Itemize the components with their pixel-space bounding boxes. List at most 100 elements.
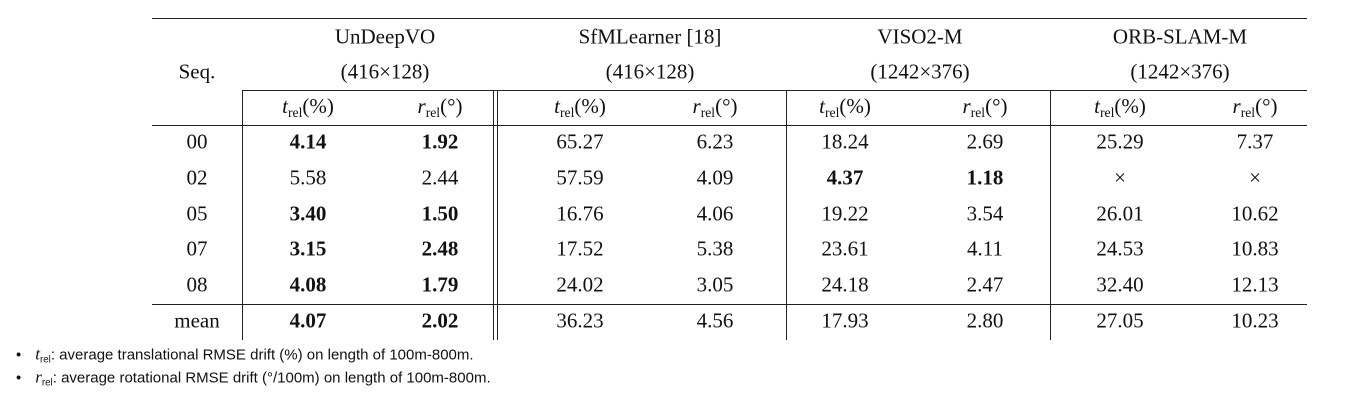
column-rule	[786, 90, 787, 340]
table-cell: 25.29	[1096, 129, 1144, 154]
group-resolution: (416×128)	[605, 59, 695, 84]
group-resolution: (1242×376)	[870, 59, 970, 84]
rule	[152, 18, 1307, 19]
group-resolution: (416×128)	[340, 59, 430, 84]
metric-unit: (°)	[985, 94, 1008, 119]
note-subscript: rel	[41, 377, 53, 389]
table-cell: 4.11	[967, 236, 1003, 261]
group-resolution: (1242×376)	[1130, 59, 1230, 84]
table-cell: ×	[1114, 165, 1126, 190]
table-cell: 10.83	[1231, 236, 1279, 261]
table-cell: 18.24	[821, 129, 869, 154]
metric-subscript: rel	[425, 105, 441, 121]
table-cell: 1.92	[421, 129, 459, 154]
table-cell: 3.15	[289, 236, 327, 261]
metric-unit: (%)	[574, 94, 606, 119]
metric-header: trel(%)	[819, 96, 871, 120]
table-cell: 4.06	[696, 201, 734, 226]
table-cell: 4.07	[289, 308, 327, 333]
table-cell: 24.18	[821, 272, 869, 297]
table-cell: 1.79	[421, 272, 459, 297]
table-cell: 17.93	[821, 308, 869, 333]
table-cell: 12.13	[1231, 272, 1279, 297]
note-text: : average rotational RMSE drift (°/100m)…	[52, 369, 491, 387]
metric-unit: (%)	[839, 94, 871, 119]
table-cell: 5.58	[289, 165, 327, 190]
metric-subscript: rel	[559, 105, 575, 121]
note-subscript: rel	[40, 354, 51, 366]
column-rule	[1050, 90, 1051, 340]
metric-symbol: t	[819, 94, 825, 119]
metric-unit: (°)	[440, 94, 463, 119]
table-cell: 4.56	[696, 308, 734, 333]
metric-unit: (%)	[1114, 94, 1146, 119]
metric-symbol: t	[1094, 94, 1100, 119]
note-symbol: t	[35, 344, 40, 364]
table-cell: 2.44	[421, 165, 459, 190]
metric-header: rrel(°)	[693, 96, 738, 120]
table-cell: 57.59	[556, 165, 604, 190]
table-cell: 4.14	[289, 129, 327, 154]
table-cell: 6.23	[696, 129, 734, 154]
table-cell: 1.50	[421, 201, 459, 226]
column-rule	[493, 90, 494, 340]
metric-header: trel(%)	[554, 96, 606, 120]
table-cell: 2.69	[966, 129, 1004, 154]
bullet: •	[16, 369, 22, 387]
metric-header: trel(%)	[1094, 96, 1146, 120]
metric-symbol: r	[417, 94, 426, 119]
metric-unit: (°)	[1255, 94, 1278, 119]
rule	[152, 304, 1307, 305]
table-cell: 4.09	[696, 165, 734, 190]
table-cell: 16.76	[556, 201, 604, 226]
metric-subscript: rel	[1099, 105, 1115, 121]
seq-label: 00	[186, 129, 208, 154]
column-rule	[497, 90, 498, 340]
metric-unit: (%)	[302, 94, 334, 119]
table-cell: 3.54	[966, 201, 1004, 226]
metric-subscript: rel	[287, 105, 303, 121]
group-name: SfMLearner [18]	[578, 24, 722, 49]
table-cell: 65.27	[556, 129, 604, 154]
table-cell: 2.80	[966, 308, 1004, 333]
table-cell: 24.53	[1096, 236, 1144, 261]
metric-header: trel(%)	[282, 96, 334, 120]
table-cell: 7.37	[1236, 129, 1274, 154]
note-symbol: r	[35, 367, 42, 387]
metric-symbol: t	[554, 94, 560, 119]
group-name: UnDeepVO	[334, 24, 436, 49]
table-cell: 23.61	[821, 236, 869, 261]
rule	[152, 125, 1307, 126]
table-cell: 1.18	[966, 165, 1004, 190]
metric-unit: (°)	[715, 94, 738, 119]
table-cell: 10.23	[1231, 308, 1279, 333]
table-cell: 4.37	[826, 165, 864, 190]
seq-label: 05	[186, 201, 208, 226]
table-cell: 3.40	[289, 201, 327, 226]
table-cell: 3.05	[696, 272, 734, 297]
bullet: •	[16, 346, 22, 364]
table-cell: 19.22	[821, 201, 869, 226]
metric-subscript: rel	[824, 105, 840, 121]
table-cell: 27.05	[1096, 308, 1144, 333]
note-text: : average translational RMSE drift (%) o…	[50, 346, 474, 364]
group-name: ORB-SLAM-M	[1112, 24, 1248, 49]
table-cell: 10.62	[1231, 201, 1279, 226]
table-cell: 2.48	[421, 236, 459, 261]
table-cell: 2.02	[421, 308, 459, 333]
column-rule	[242, 90, 243, 340]
group-name: VISO2-M	[877, 24, 963, 49]
metric-subscript: rel	[1240, 105, 1256, 121]
table-cell: 32.40	[1096, 272, 1144, 297]
table-cell: 24.02	[556, 272, 604, 297]
metric-symbol: r	[962, 94, 971, 119]
table-cell: 26.01	[1096, 201, 1144, 226]
table-cell: 5.38	[696, 236, 734, 261]
footnote: • trel: average translational RMSE drift …	[16, 344, 474, 366]
table-cell: 4.08	[289, 272, 327, 297]
corner-header: Seq.	[178, 59, 216, 84]
seq-label: mean	[174, 308, 220, 333]
table-cell: 17.52	[556, 236, 604, 261]
metric-subscript: rel	[970, 105, 986, 121]
